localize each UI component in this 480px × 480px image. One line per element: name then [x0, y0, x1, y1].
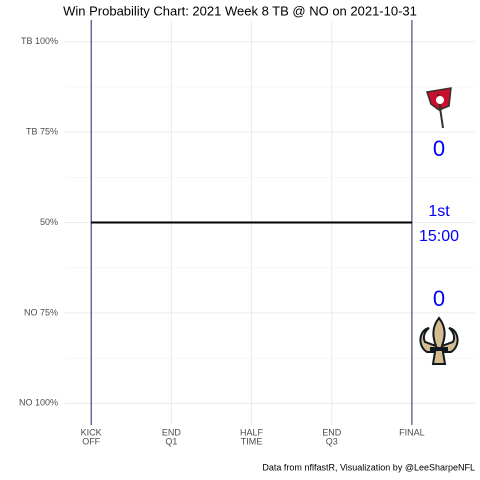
tb-logo [426, 87, 452, 129]
x-tick-label: OFF [82, 436, 100, 446]
x-tick-label: HALF [240, 427, 264, 437]
no-band [430, 347, 448, 351]
clock: 15:00 [419, 228, 459, 245]
tb-skull [436, 96, 444, 104]
chart-title: Win Probability Chart: 2021 Week 8 TB @ … [63, 3, 417, 18]
x-tick-label: END [162, 427, 182, 437]
y-tick-label: NO 100% [19, 398, 58, 408]
y-tick-label: NO 75% [24, 307, 58, 317]
x-tick-label: KICK [81, 427, 102, 437]
caption: Data from nflfastR, Visualization by @Le… [262, 462, 475, 472]
no-fleur [419, 316, 459, 365]
x-tick-label: Q3 [326, 436, 338, 446]
home-score: 0 [433, 286, 445, 311]
away-score: 0 [433, 136, 445, 161]
x-tick-label: TIME [241, 436, 263, 446]
quarter: 1st [428, 203, 450, 220]
x-tick-label: FINAL [399, 427, 425, 437]
x-tick-label: Q1 [165, 436, 177, 446]
no-logo [419, 316, 459, 365]
y-tick-label: TB 75% [26, 126, 58, 136]
x-tick-label: END [322, 427, 342, 437]
y-tick-label: 50% [40, 217, 58, 227]
y-tick-label: TB 100% [21, 36, 58, 46]
